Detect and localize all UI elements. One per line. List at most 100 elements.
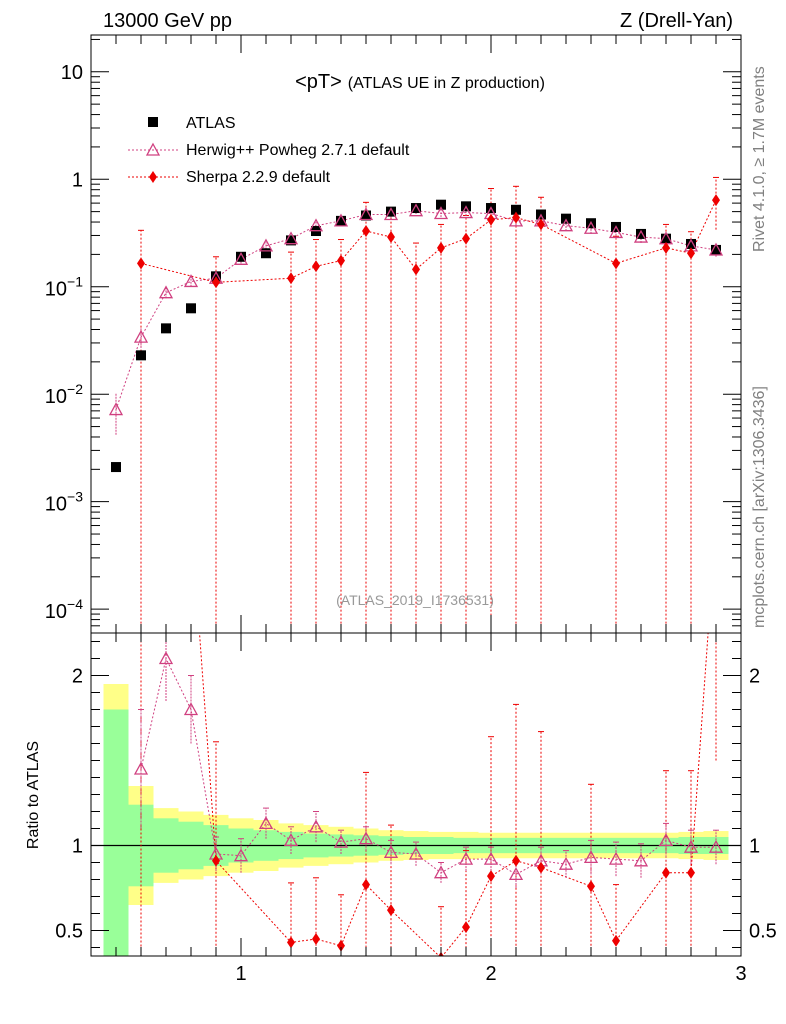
herwig-point	[308, 218, 324, 232]
side-label-mcplots: mcplots.cern.ch [arXiv:1306.3436]	[751, 386, 768, 628]
herwig-point	[158, 285, 174, 299]
herwig-point	[508, 213, 524, 227]
herwig-point	[558, 218, 574, 232]
sherpa-point	[662, 241, 670, 254]
sherpa-point	[512, 211, 520, 224]
ratio-herwig-point	[508, 867, 524, 881]
ratio-sherpa-point	[587, 880, 595, 893]
atlas-point	[136, 350, 146, 361]
x-tick-label: 1	[235, 963, 246, 985]
ratio-band-stat	[103, 709, 129, 956]
legend-entry-herwig: Herwig++ Powheg 2.7.1 default	[128, 142, 410, 159]
ratio-herwig-point	[183, 702, 199, 716]
ratio-frame	[90, 632, 742, 957]
ratio-herwig-point	[458, 851, 474, 865]
ratio-y-axis-label: Ratio to ATLAS	[25, 741, 42, 849]
ratio-sherpa-point	[487, 870, 495, 883]
sherpa-point	[137, 257, 145, 270]
ratio-y-tick-label-left: 1	[72, 836, 83, 858]
legend-entry-sherpa: Sherpa 2.2.9 default	[128, 169, 331, 186]
y-tick-label: 1	[72, 169, 83, 191]
ratio-herwig-point	[158, 651, 174, 665]
header-left: 13000 GeV pp	[103, 10, 232, 32]
ratio-sherpa-point	[662, 866, 670, 879]
ratio-panel-data	[91, 517, 741, 956]
side-label-rivet: Rivet 4.1.0, ≥ 1.7M events	[751, 66, 768, 252]
herwig-point	[383, 207, 399, 221]
ratio-y-tick-label-right: 2	[749, 666, 760, 688]
ratio-y-tick-label-left: 2	[72, 666, 83, 688]
herwig-point	[708, 242, 724, 256]
ratio-herwig-point	[358, 831, 374, 845]
ratio-sherpa-point	[462, 921, 470, 934]
ratio-y-tick-label-left: 0.5	[55, 921, 83, 943]
atlas-point	[361, 210, 371, 221]
ratio-sherpa-point	[387, 904, 395, 917]
atlas-point	[636, 228, 646, 239]
y-tick-label: 10	[61, 62, 83, 84]
herwig-point	[233, 251, 249, 265]
ratio-herwig-point	[383, 844, 399, 858]
herwig-point	[133, 329, 149, 343]
header-right: Z (Drell-Yan)	[620, 10, 733, 32]
sherpa-point	[437, 241, 445, 254]
atlas-point	[236, 251, 246, 262]
herwig-point	[608, 225, 624, 239]
atlas-point	[711, 244, 721, 255]
y-tick-label: 10−3	[45, 489, 83, 516]
atlas-point	[111, 462, 121, 473]
sherpa-point	[412, 263, 420, 276]
analysis-watermark: (ATLAS_2019_I1736531)	[336, 592, 494, 608]
ratio-herwig-point	[683, 839, 699, 853]
x-tick-label: 3	[735, 963, 746, 985]
atlas-point	[436, 199, 446, 210]
ratio-sherpa-point	[687, 866, 695, 879]
sherpa-point	[612, 257, 620, 270]
ratio-y-tick-label-right: 1	[749, 836, 760, 858]
atlas-point	[411, 203, 421, 214]
ratio-herwig-point	[433, 865, 449, 879]
ratio-herwig-point	[608, 851, 624, 865]
ratio-sherpa-point	[312, 933, 320, 945]
ratio-sherpa-point	[512, 854, 520, 867]
legend-label-sherpa: Sherpa 2.2.9 default	[186, 169, 331, 186]
ratio-herwig-point	[408, 846, 424, 860]
sherpa-point	[287, 272, 295, 285]
legend-marker-herwig	[145, 142, 161, 156]
herwig-point	[358, 207, 374, 221]
ratio-herwig-point	[558, 856, 574, 870]
atlas-point	[511, 204, 521, 215]
y-tick-label: 10−1	[45, 274, 83, 301]
ratio-sherpa-point	[537, 861, 545, 874]
ratio-herwig-point	[583, 850, 599, 864]
herwig-point	[433, 206, 449, 220]
legend-label-herwig: Herwig++ Powheg 2.7.1 default	[186, 142, 410, 159]
herwig-point	[633, 229, 649, 243]
ratio-sherpa-point	[287, 936, 295, 949]
ratio-herwig-point	[658, 833, 674, 847]
legend-marker-sherpa	[149, 171, 157, 183]
ratio-herwig-point	[258, 816, 274, 830]
herwig-point	[283, 231, 299, 245]
atlas-point	[336, 215, 346, 226]
ratio-herwig-point	[308, 819, 324, 833]
sherpa-point	[312, 260, 320, 273]
ratio-herwig-point	[133, 761, 149, 775]
plot-title: <pT> (ATLAS UE in Z production)	[295, 71, 545, 93]
herwig-point	[408, 203, 424, 217]
ratio-herwig-point	[333, 834, 349, 848]
ratio-sherpa-point	[362, 878, 370, 891]
ratio-sherpa-point	[712, 517, 720, 529]
ratio-sherpa-line	[198, 633, 709, 956]
herwig-point	[583, 220, 599, 234]
herwig-point	[333, 213, 349, 227]
herwig-point	[458, 205, 474, 219]
herwig-point	[108, 402, 124, 416]
atlas-point	[261, 248, 271, 259]
sherpa-point	[387, 231, 395, 244]
sherpa-point	[337, 254, 345, 267]
sherpa-point	[362, 225, 370, 238]
ratio-herwig-point	[233, 848, 249, 862]
y-tick-label: 10−4	[45, 596, 83, 623]
